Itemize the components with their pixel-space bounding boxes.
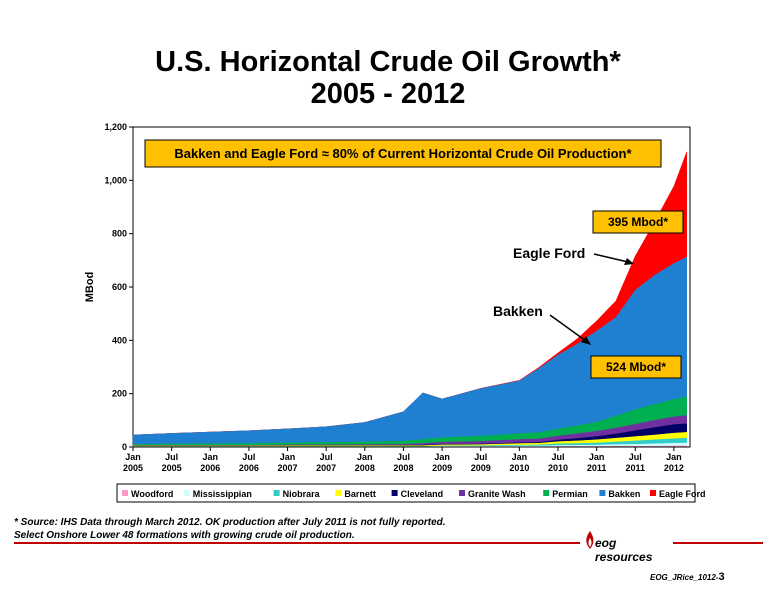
footer-divider-left <box>14 542 580 544</box>
footnote-selection: Select Onshore Lower 48 formations with … <box>14 530 355 541</box>
bakken-value-box <box>590 355 682 379</box>
flame-icon <box>586 531 594 549</box>
legend-swatch <box>273 490 280 496</box>
x-tick-label-year: 2010 <box>509 463 529 473</box>
legend-label: Niobrara <box>283 489 321 499</box>
bakken-value-text: 524 Mbod* <box>606 360 666 374</box>
x-tick-label-month: Jan <box>589 452 605 462</box>
x-tick-label-month: Jul <box>397 452 410 462</box>
x-tick-label-year: 2008 <box>393 463 413 473</box>
x-tick-label-year: 2008 <box>355 463 375 473</box>
legend-swatch <box>183 490 190 496</box>
legend-label: Cleveland <box>401 489 444 499</box>
reference-code: EOG_JRice_1012- <box>650 573 719 582</box>
x-tick-label-year: 2006 <box>200 463 220 473</box>
y-tick-label: 1,200 <box>104 122 127 132</box>
eagle-ford-value-text: 395 Mbod* <box>608 215 668 229</box>
x-tick-label-month: Jan <box>203 452 219 462</box>
x-tick-label-month: Jan <box>434 452 450 462</box>
x-tick-label-year: 2006 <box>239 463 259 473</box>
legend-swatch <box>650 490 656 496</box>
y-tick-label: 200 <box>112 389 127 399</box>
legend-label: Eagle Ford <box>659 489 706 499</box>
legend-swatch <box>599 490 606 496</box>
x-tick-label-year: 2009 <box>471 463 491 473</box>
eagle-ford-value-box <box>592 210 684 234</box>
y-tick-label: 800 <box>112 229 127 239</box>
legend-label: Bakken <box>608 489 640 499</box>
legend-label: Granite Wash <box>468 489 526 499</box>
bakken-arrow-head <box>581 336 591 345</box>
bakken-label: Bakken <box>493 303 543 319</box>
x-tick-label-month: Jul <box>242 452 255 462</box>
headline-box <box>144 139 662 168</box>
x-tick-label-year: 2007 <box>278 463 298 473</box>
chart-title-line-1: U.S. Horizontal Crude Oil Growth* <box>155 46 621 78</box>
legend-swatch <box>335 490 342 496</box>
legend-swatch <box>391 490 398 496</box>
legend-label: Woodford <box>131 489 173 499</box>
y-tick-label: 400 <box>112 335 127 345</box>
x-tick-label-year: 2010 <box>548 463 568 473</box>
footer-divider-right <box>673 542 763 544</box>
legend-label: Mississippian <box>193 489 252 499</box>
chart-title-line-2: 2005 - 2012 <box>310 78 466 110</box>
footnote-source: * Source: IHS Data through March 2012. O… <box>14 517 446 528</box>
eagle-ford-arrow-head <box>624 258 634 265</box>
x-tick-label-year: 2005 <box>162 463 182 473</box>
y-tick-label: 1,000 <box>104 175 127 185</box>
legend-swatch <box>459 490 465 496</box>
legend-swatch <box>543 490 550 496</box>
logo-text: eog resources <box>595 536 653 564</box>
y-axis-label: MBod <box>84 272 96 303</box>
y-tick-label: 0 <box>122 442 127 452</box>
x-tick-label-year: 2012 <box>664 463 684 473</box>
x-tick-label-month: Jan <box>357 452 373 462</box>
x-tick-label-year: 2009 <box>432 463 452 473</box>
page-number: 3 <box>718 571 725 583</box>
headline-text: Bakken and Eagle Ford ≈ 80% of Current H… <box>174 146 632 161</box>
eog-logo: eog resources <box>577 528 673 564</box>
legend-box <box>116 483 696 503</box>
x-tick-label-month: Jul <box>165 452 178 462</box>
eagle-ford-label: Eagle Ford <box>513 245 585 261</box>
x-tick-label-month: Jul <box>551 452 564 462</box>
x-tick-label-month: Jan <box>512 452 528 462</box>
slide-reference: EOG_JRice_1012-3 <box>650 571 725 583</box>
x-tick-label-month: Jan <box>125 452 141 462</box>
x-tick-label-month: Jul <box>474 452 487 462</box>
x-tick-label-month: Jul <box>320 452 333 462</box>
x-tick-label-month: Jan <box>666 452 682 462</box>
x-tick-label-year: 2007 <box>316 463 336 473</box>
bakken-arrow-line <box>549 314 587 342</box>
legend-label: Barnett <box>344 489 376 499</box>
x-tick-label-year: 2011 <box>626 463 646 473</box>
x-tick-label-month: Jan <box>280 452 296 462</box>
legend-label: Permian <box>552 489 588 499</box>
x-tick-label-year: 2005 <box>123 463 143 473</box>
x-tick-label-year: 2011 <box>587 463 607 473</box>
x-tick-label-month: Jul <box>629 452 642 462</box>
legend-swatch <box>122 490 128 496</box>
eagle-ford-arrow-line <box>593 253 629 263</box>
y-tick-label: 600 <box>112 282 127 292</box>
